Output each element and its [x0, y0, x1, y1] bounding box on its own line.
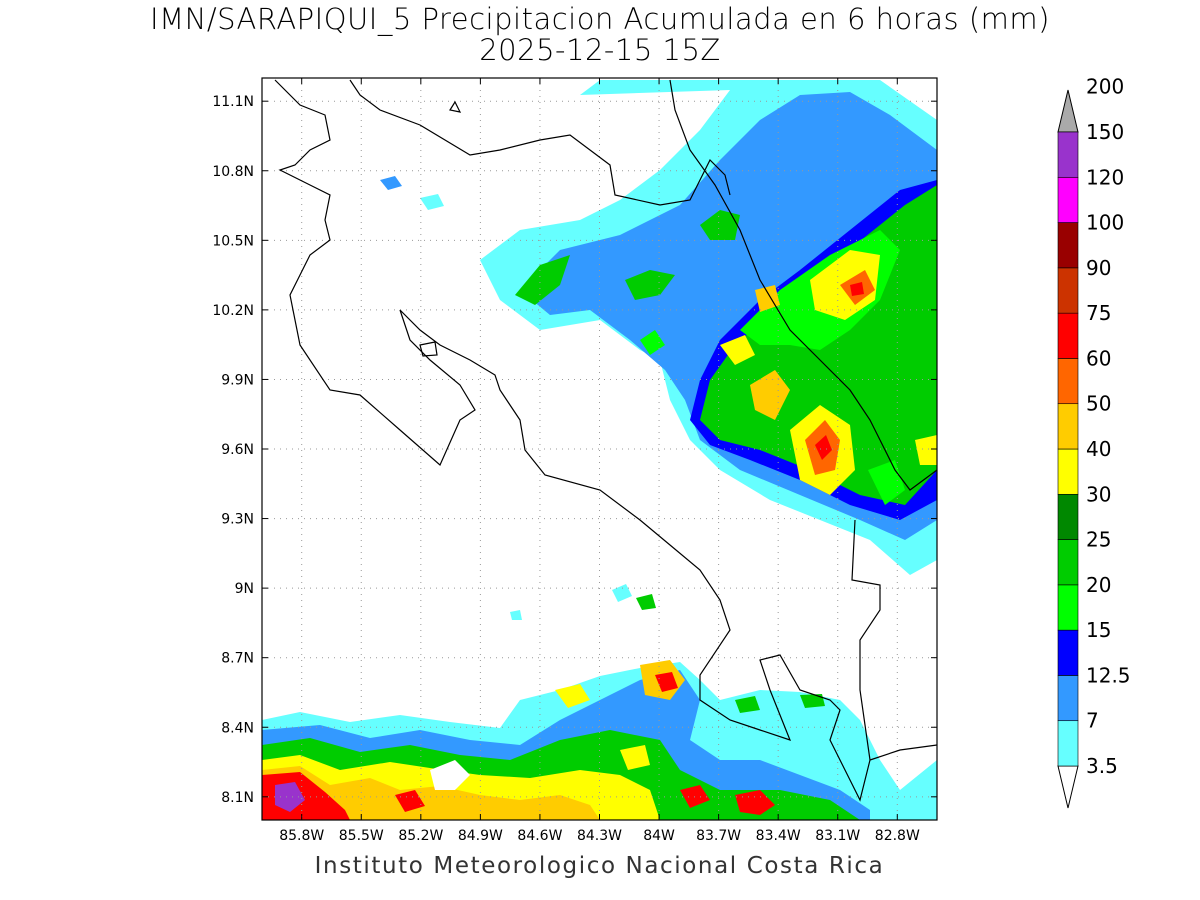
colorbar-label: 120 — [1086, 165, 1124, 189]
y-tick-label: 9.3N — [221, 512, 254, 528]
colorbar-label: 12.5 — [1086, 663, 1131, 687]
y-axis: 11.1N 10.8N 10.5N 10.2N 9.9N 9.6N 9.3N 9N 8.7N 8.… — [212, 94, 937, 806]
x-tick-label: 85.8W — [279, 828, 324, 844]
y-tick-label: 8.4N — [221, 720, 254, 736]
x-tick-label: 84.9W — [458, 828, 503, 844]
map-datetime: 2025-12-15 15Z — [479, 33, 721, 67]
y-tick-label: 9.6N — [221, 442, 254, 458]
y-tick-label: 9N — [235, 581, 254, 597]
colorbar-swatch — [1057, 403, 1079, 450]
colorbar-swatch — [1057, 358, 1079, 405]
y-tick-label: 8.7N — [221, 651, 254, 667]
colorbar-swatch — [1057, 131, 1079, 178]
x-tick-label: 84W — [643, 828, 675, 844]
colorbar-swatch — [1057, 448, 1079, 495]
colorbar-label: 50 — [1086, 392, 1111, 416]
y-tick-label: 10.2N — [212, 303, 254, 319]
colorbar-label: 25 — [1086, 528, 1111, 552]
x-tick-label: 84.6W — [517, 828, 562, 844]
colorbar-label: 75 — [1086, 301, 1111, 325]
colorbar-label: 150 — [1086, 120, 1124, 144]
colorbar-label: 100 — [1086, 211, 1124, 235]
x-tick-label: 84.3W — [577, 828, 622, 844]
colorbar-label: 90 — [1086, 256, 1111, 280]
colorbar-max-arrow — [1057, 89, 1079, 133]
colorbar-label: 3.5 — [1086, 754, 1118, 778]
colorbar-swatch — [1057, 584, 1079, 631]
y-tick-label: 10.8N — [212, 164, 254, 180]
y-tick-label: 11.1N — [212, 94, 254, 110]
x-axis: 85.8W 85.5W 85.2W 84.9W 84.6W 84.3W 84W 83.7W 83… — [279, 78, 920, 844]
colorbar-min-arrow — [1057, 765, 1079, 809]
colorbar-swatch — [1057, 312, 1079, 359]
colorbar-label: 30 — [1086, 482, 1111, 506]
colorbar-label: 15 — [1086, 618, 1111, 642]
colorbar-swatch — [1057, 720, 1079, 767]
colorbar-label: 20 — [1086, 573, 1111, 597]
x-tick-label: 83.1W — [815, 828, 860, 844]
colorbar-label: 60 — [1086, 346, 1111, 370]
colorbar-legend: 3.5 7 12.5 15 20 25 30 40 50 60 75 90 100 120 150 200 — [1057, 75, 1131, 809]
colorbar-swatch — [1057, 222, 1079, 269]
x-tick-label: 83.7W — [696, 828, 741, 844]
colorbar-swatch — [1057, 539, 1079, 586]
x-tick-label: 85.2W — [398, 828, 443, 844]
colorbar-label: 200 — [1086, 75, 1124, 99]
map-grid — [262, 78, 937, 820]
colorbar-label: 7 — [1086, 709, 1099, 733]
colorbar-swatch — [1057, 176, 1079, 223]
colorbar-swatch — [1057, 493, 1079, 540]
y-tick-label: 9.9N — [221, 372, 254, 388]
y-tick-label: 8.1N — [221, 790, 254, 806]
map-title: IMN/SARAPIQUI_5 Precipitacion Acumulada … — [150, 2, 1050, 36]
x-tick-label: 82.8W — [875, 828, 920, 844]
precipitation-field — [262, 80, 937, 820]
y-tick-label: 10.5N — [212, 233, 254, 249]
colorbar-swatch — [1057, 675, 1079, 722]
colorbar-swatch — [1057, 629, 1079, 676]
x-tick-label: 83.4W — [756, 828, 801, 844]
credit-text: Instituto Meteorologico Nacional Costa R… — [314, 853, 885, 879]
x-tick-label: 85.5W — [339, 828, 384, 844]
coastline — [274, 79, 937, 802]
colorbar-swatch — [1057, 267, 1079, 314]
colorbar-label: 40 — [1086, 437, 1111, 461]
